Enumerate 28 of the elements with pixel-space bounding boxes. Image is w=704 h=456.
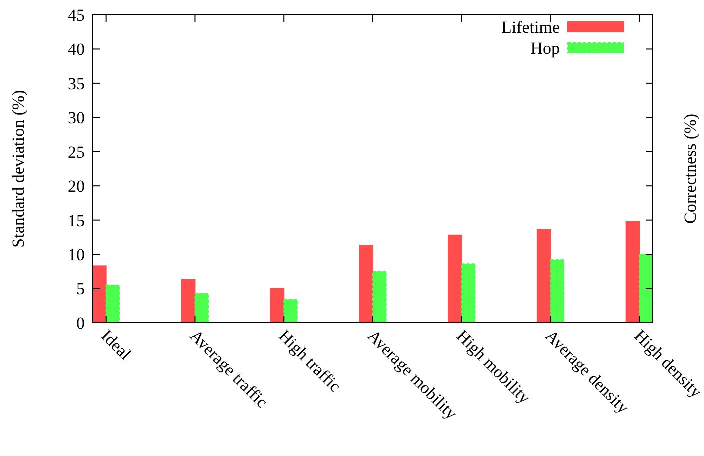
- bar: [461, 264, 476, 324]
- y-tick-label: 20: [68, 177, 85, 196]
- bar: [92, 266, 107, 324]
- y-tick-label: 0: [76, 314, 85, 333]
- bar: [181, 279, 196, 324]
- y-tick-label: 30: [68, 108, 85, 128]
- y-tick-label: 10: [68, 246, 85, 265]
- y-axis-title: Standard deviation (%): [9, 90, 28, 248]
- y-tick-label: 5: [76, 280, 85, 299]
- legend-label: Lifetime: [501, 18, 560, 37]
- y-tick-label: 40: [68, 40, 85, 60]
- y-tick-label: 35: [68, 74, 85, 94]
- bar: [639, 254, 654, 324]
- bar: [194, 293, 210, 324]
- bar: [270, 288, 285, 324]
- y-tick-label: 15: [68, 211, 85, 230]
- bar: [284, 299, 298, 324]
- bar: [550, 260, 565, 324]
- y-tick-label: 45: [68, 6, 85, 25]
- bar: [448, 234, 462, 324]
- bar: [626, 221, 640, 324]
- y-tick-label: 25: [68, 142, 85, 162]
- bar: [372, 271, 387, 324]
- y2-axis-title: Correctness (%): [681, 114, 700, 224]
- bar: [359, 245, 374, 324]
- legend-label: Hop: [530, 38, 560, 58]
- bar: [536, 229, 552, 324]
- bar: [106, 284, 120, 324]
